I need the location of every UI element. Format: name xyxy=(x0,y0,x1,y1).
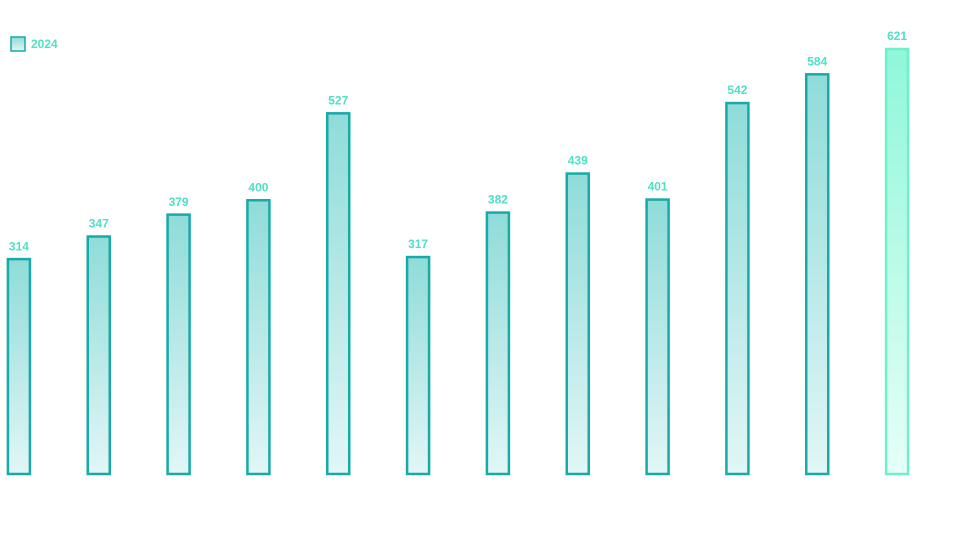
value-label: 379 xyxy=(169,195,189,209)
value-label: 317 xyxy=(408,237,428,251)
value-label: 382 xyxy=(488,193,508,207)
bar xyxy=(805,73,830,476)
bar xyxy=(645,198,670,476)
value-label: 401 xyxy=(648,180,668,194)
value-label: 584 xyxy=(807,54,827,68)
legend-swatch xyxy=(10,36,26,52)
bar xyxy=(485,211,511,476)
bar xyxy=(246,198,271,476)
bar xyxy=(725,101,750,476)
bar xyxy=(166,213,191,476)
value-label: 439 xyxy=(568,154,588,168)
value-label: 527 xyxy=(328,94,348,108)
bar xyxy=(326,112,351,476)
bar xyxy=(6,257,32,476)
value-label: 347 xyxy=(89,217,109,231)
legend-label: 2024 xyxy=(31,37,58,51)
bar xyxy=(405,255,431,476)
value-label: 621 xyxy=(887,29,907,43)
value-label: 400 xyxy=(248,180,268,194)
bar xyxy=(86,235,111,476)
value-label: 542 xyxy=(727,83,747,97)
bar xyxy=(565,172,590,476)
bar xyxy=(884,47,910,476)
value-label: 314 xyxy=(9,239,29,253)
